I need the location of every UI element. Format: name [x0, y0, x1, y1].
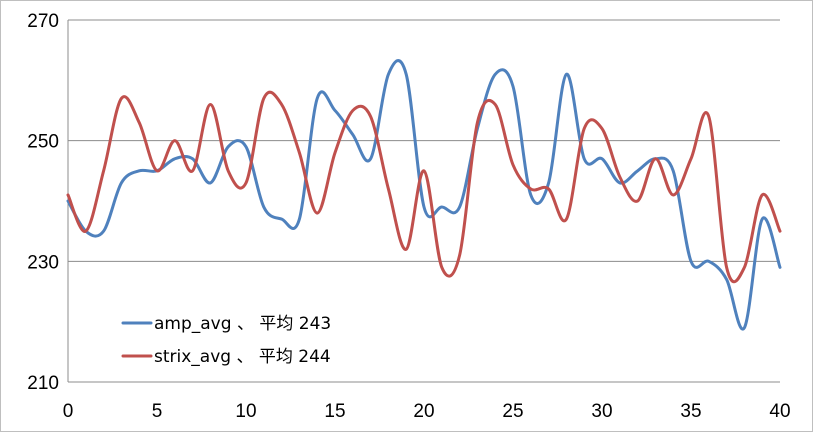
grid-lines: [68, 19, 780, 262]
x-tick-label: 15: [324, 401, 345, 422]
x-tick-labels: 0 5 10 15 20 25 30 35 40: [63, 401, 791, 422]
series-lines: [66, 59, 782, 331]
series-line-1: [66, 90, 782, 284]
x-tick-label: 20: [413, 401, 434, 422]
x-tick-label: 5: [152, 401, 163, 422]
y-tick-label: 270: [27, 11, 59, 32]
x-tick-label: 0: [63, 401, 74, 422]
x-tick-label: 10: [235, 401, 256, 422]
x-tick-label: 35: [680, 401, 701, 422]
x-tick-label: 30: [591, 401, 612, 422]
x-tick-label: 25: [502, 401, 523, 422]
legend-label-1: strix_avg 、 平均 244: [154, 347, 331, 367]
series-line-0: [66, 59, 782, 331]
y-tick-label: 230: [27, 252, 59, 273]
legend-label-0: amp_avg 、 平均 243: [154, 314, 331, 334]
y-tick-label: 210: [27, 373, 59, 394]
legend: amp_avg 、 平均 243 strix_avg 、 平均 244: [121, 314, 331, 367]
y-tick-labels: 210 230 250 270: [27, 11, 59, 394]
x-tick-label: 40: [769, 401, 790, 422]
y-tick-label: 250: [27, 132, 59, 153]
